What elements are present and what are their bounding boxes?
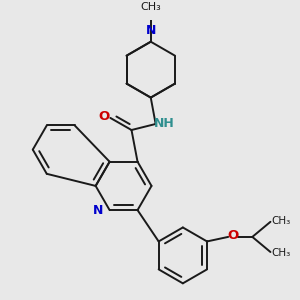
Text: N: N [93,204,103,218]
Text: CH₃: CH₃ [271,216,290,226]
Text: CH₃: CH₃ [271,248,290,258]
Text: CH₃: CH₃ [140,2,161,12]
Text: O: O [98,110,109,123]
Text: N: N [146,24,156,37]
Text: NH: NH [154,117,174,130]
Text: O: O [228,229,239,242]
